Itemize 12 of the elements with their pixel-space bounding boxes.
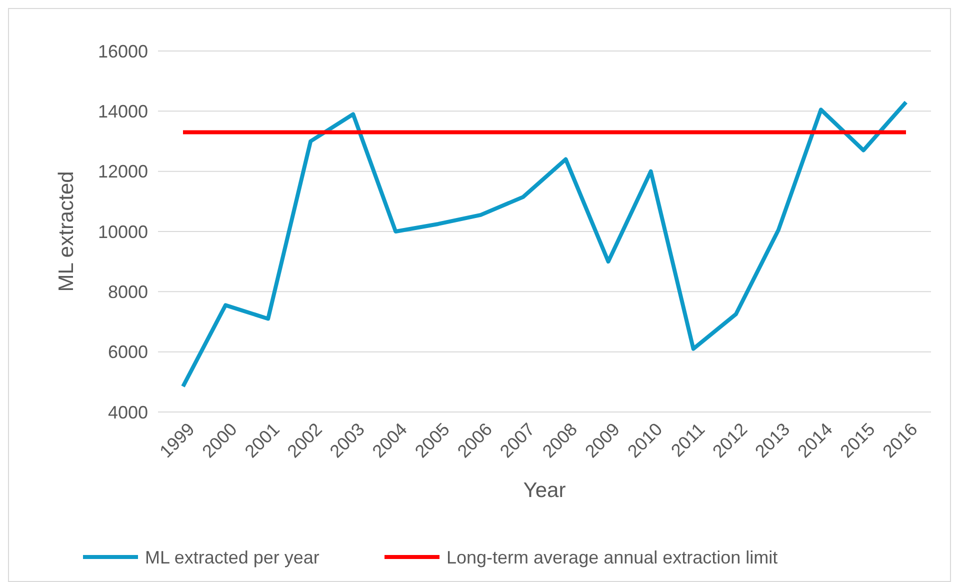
y-tick-label: 4000 (108, 402, 148, 422)
legend-label: Long-term average annual extraction limit (446, 547, 778, 568)
x-axis-title: Year (523, 479, 566, 502)
line-series (181, 100, 908, 388)
y-tick-label: 6000 (108, 342, 148, 362)
y-tick-label: 16000 (98, 41, 148, 62)
y-tick-label: 10000 (98, 222, 148, 242)
y-axis-title: ML extracted (55, 171, 78, 292)
legend-label: ML extracted per year (145, 547, 320, 568)
y-tick-label: 8000 (108, 282, 148, 302)
y-tick-label: 12000 (98, 162, 148, 182)
y-tick-label: 14000 (98, 101, 148, 122)
